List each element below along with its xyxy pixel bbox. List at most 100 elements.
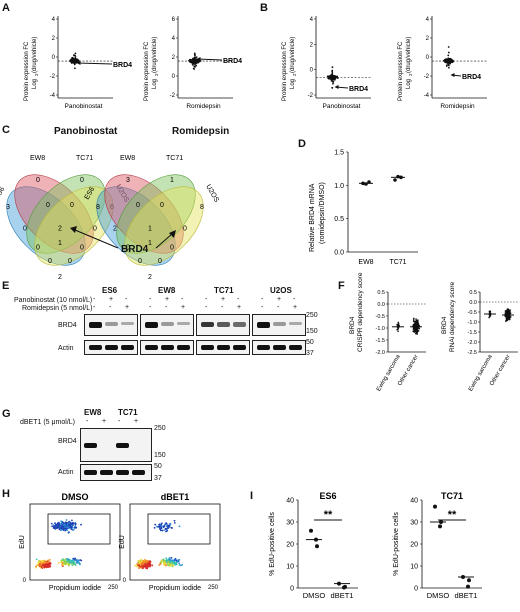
h-ylabel: EdU bbox=[119, 535, 126, 549]
e-actin-blot bbox=[196, 340, 250, 355]
brd4-label: BRD4 bbox=[462, 74, 481, 81]
h-event bbox=[69, 561, 72, 563]
e-actin-blot bbox=[140, 340, 194, 355]
volcano-ylabel-sub: 2 bbox=[408, 73, 413, 76]
venn-arrow-pano bbox=[74, 229, 119, 249]
volcano-point bbox=[447, 46, 450, 48]
venn-count: 3 bbox=[6, 204, 10, 211]
h-event bbox=[154, 523, 157, 526]
venn-count: 0 bbox=[46, 202, 50, 209]
volcano-point bbox=[72, 59, 74, 62]
h-event bbox=[149, 560, 152, 563]
h-event bbox=[60, 559, 63, 562]
h-event bbox=[48, 558, 51, 561]
h-event bbox=[54, 527, 57, 530]
brd4-arrowhead bbox=[334, 85, 339, 89]
volcano-ylabel-0: Protein expression FC Log 2 (drug/vehicle) bbox=[24, 37, 39, 101]
volcano-tick-label: 4 bbox=[310, 17, 314, 23]
venn-count: 0 bbox=[183, 226, 187, 233]
h-event bbox=[72, 557, 75, 560]
volcano-tick-label: -2 bbox=[424, 74, 430, 80]
venn-set-tc71 bbox=[116, 174, 196, 254]
e-sign-romi: - bbox=[277, 304, 280, 311]
volcano-point bbox=[447, 64, 450, 66]
d-category-label: TC71 bbox=[389, 259, 406, 266]
h-event bbox=[61, 522, 64, 525]
e-row-label-pano: Panobinostat (10 nmol/L) bbox=[14, 297, 93, 304]
volcano-point bbox=[450, 59, 452, 62]
h-event bbox=[65, 519, 68, 521]
volcano-ylabel-2: Protein expression FC Log 2 (drug/vehicle) bbox=[282, 37, 297, 101]
h-event bbox=[145, 567, 148, 570]
h-event bbox=[62, 527, 65, 530]
g-mw-37: 37 bbox=[154, 475, 162, 482]
f-ylabel-brd4: BRD4 bbox=[441, 316, 448, 334]
h-event bbox=[181, 563, 184, 566]
e-actin-band bbox=[161, 345, 174, 350]
i-point bbox=[309, 528, 313, 533]
f-point bbox=[509, 309, 511, 311]
venn-count: 6 bbox=[110, 204, 114, 211]
e-brd4-band bbox=[121, 322, 134, 326]
f-point bbox=[416, 328, 419, 330]
i-point bbox=[467, 578, 471, 583]
f-tick-label: 0.5 bbox=[377, 290, 385, 296]
h-event bbox=[165, 559, 168, 562]
volcano-point bbox=[327, 75, 330, 78]
e-mw-250: 250 bbox=[306, 312, 318, 319]
e-brd4-band bbox=[257, 322, 270, 328]
volcano-ylabel-sub: 2 bbox=[292, 73, 297, 76]
volcano-point bbox=[447, 54, 450, 57]
volcano-tick-label: 0 bbox=[52, 55, 56, 61]
volcano-ylabel-line1: Protein expression FC bbox=[398, 41, 404, 101]
h-event bbox=[63, 524, 65, 527]
f-point bbox=[413, 320, 416, 323]
volcano-tick-label: -2 bbox=[308, 93, 314, 99]
volcano-point bbox=[70, 59, 72, 61]
flow-cytometry-h: DMSO 0 250 Propidium iodide EdU dBET1 0 250 Prop… bbox=[19, 492, 221, 592]
volcano-point bbox=[73, 58, 76, 61]
h-event bbox=[169, 523, 172, 525]
venn-count: 0 bbox=[80, 177, 84, 184]
f-tick-label: 0.5 bbox=[469, 290, 477, 296]
venn-arrow-romi bbox=[155, 233, 173, 249]
i-tick-label: 0 bbox=[414, 586, 418, 593]
h-event bbox=[48, 564, 51, 567]
volcano-point bbox=[195, 64, 198, 67]
h-event bbox=[153, 526, 156, 529]
chart-f: BRD4 CRISPR dependency score 0.50.0-0.5-1.… bbox=[349, 272, 518, 393]
e-sign-romi: - bbox=[261, 304, 264, 311]
e-cell-label: ES6 bbox=[102, 286, 118, 295]
h-event bbox=[40, 563, 43, 566]
e-actin-band bbox=[89, 345, 102, 350]
f-tick-label: -1.5 bbox=[376, 338, 385, 344]
e-sign-romi: - bbox=[109, 304, 112, 311]
volcano-ylabel-sub: 2 bbox=[154, 73, 159, 76]
i-point bbox=[315, 544, 319, 549]
i-tick-label: 30 bbox=[286, 520, 294, 527]
h-event bbox=[72, 559, 75, 562]
h-event bbox=[67, 524, 70, 527]
g-brd4-band bbox=[84, 443, 97, 448]
volcano-point bbox=[335, 76, 337, 79]
h-event bbox=[74, 525, 77, 528]
volcano-point bbox=[191, 59, 194, 62]
h-event bbox=[166, 525, 169, 527]
h-event bbox=[159, 527, 161, 529]
h-event bbox=[170, 563, 172, 566]
e-cell-label: U2OS bbox=[270, 286, 292, 295]
volcano-tick-label: 0 bbox=[172, 74, 176, 80]
h-event bbox=[165, 522, 168, 524]
f-point bbox=[504, 310, 507, 312]
h-event bbox=[68, 520, 71, 523]
e-brd4-blot bbox=[252, 314, 306, 336]
volcano-tick-label: 4 bbox=[426, 17, 430, 23]
e-sign-pano: - bbox=[125, 296, 128, 303]
volcano-point bbox=[74, 60, 77, 63]
f-point bbox=[412, 323, 415, 326]
h-event bbox=[140, 558, 142, 561]
f-point bbox=[489, 310, 492, 313]
venn-count: 0 bbox=[23, 226, 27, 233]
volcano-tick-label: -4 bbox=[50, 93, 56, 99]
e-brd4-blot bbox=[84, 314, 138, 336]
